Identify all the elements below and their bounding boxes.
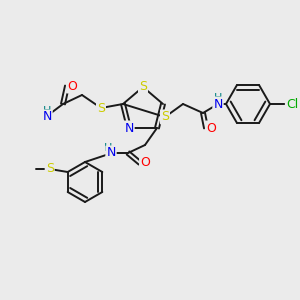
Text: S: S — [139, 80, 147, 94]
Text: S: S — [46, 163, 54, 176]
Text: O: O — [206, 122, 216, 134]
Text: H: H — [214, 93, 222, 103]
Text: H: H — [104, 143, 112, 153]
Text: Cl: Cl — [286, 98, 298, 110]
Text: N: N — [213, 98, 223, 110]
Text: H: H — [43, 106, 51, 116]
Text: N: N — [106, 146, 116, 160]
Text: N: N — [42, 110, 52, 124]
Text: S: S — [161, 110, 169, 124]
Text: O: O — [67, 80, 77, 92]
Text: S: S — [97, 101, 105, 115]
Text: N: N — [124, 122, 134, 134]
Text: O: O — [140, 157, 150, 169]
